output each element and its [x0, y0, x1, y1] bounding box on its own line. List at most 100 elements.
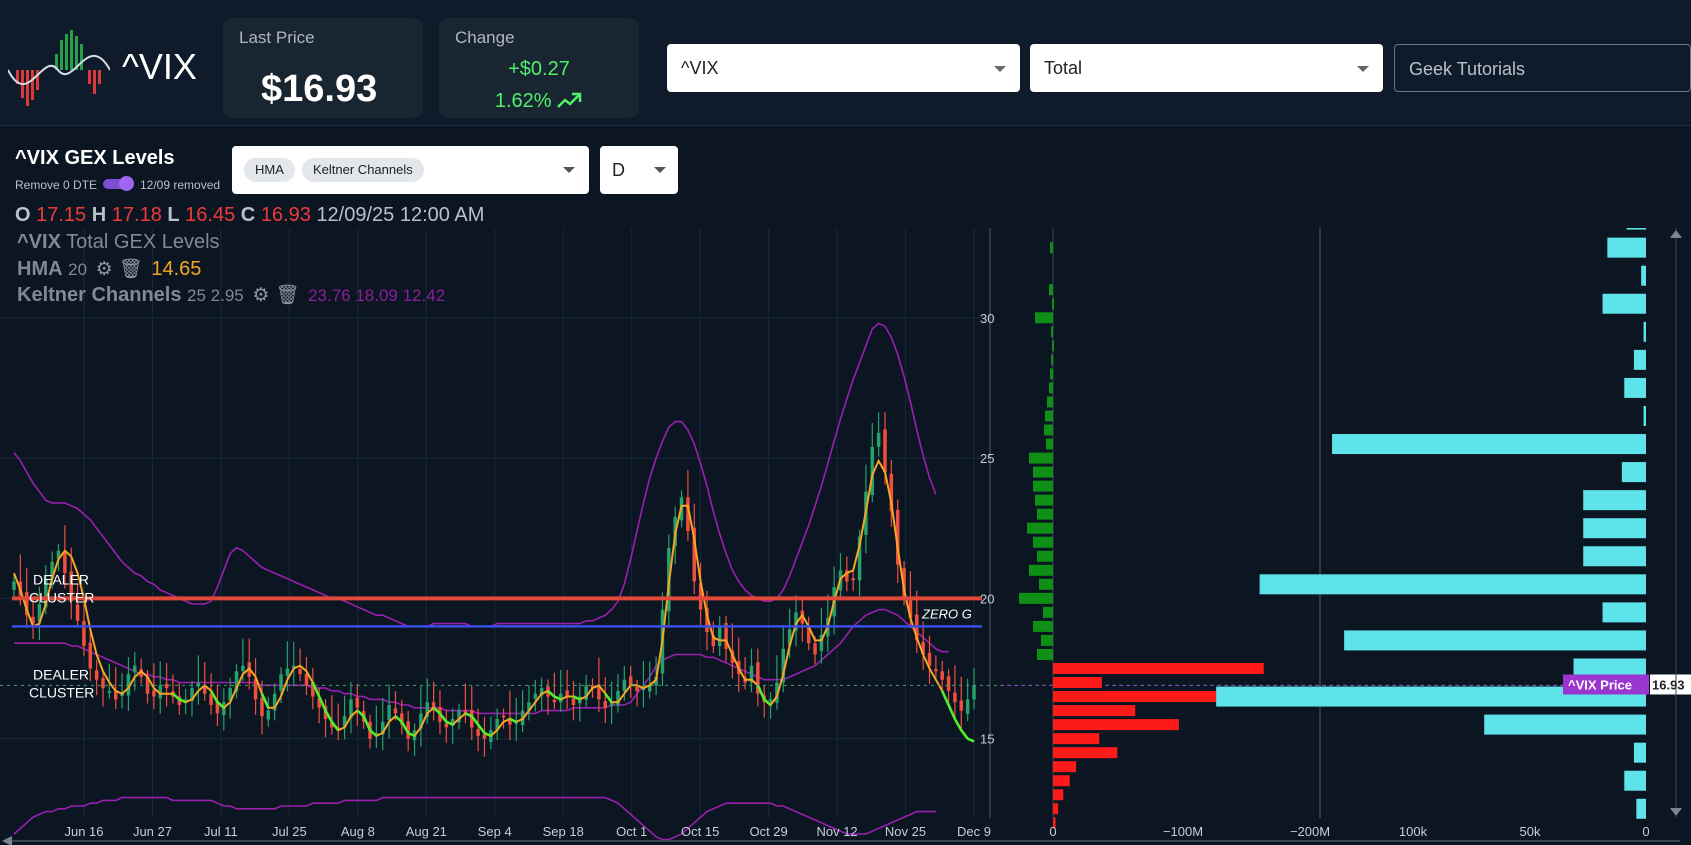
trash-icon[interactable]: 🗑	[275, 285, 300, 306]
tutorials-placeholder: Geek Tutorials	[1409, 59, 1526, 79]
candle-body	[113, 690, 118, 700]
legend-kc-values: 23.76 18.09 12.42	[308, 286, 446, 305]
candle-body	[597, 684, 601, 700]
hma-low-segment	[756, 684, 766, 700]
candle-body	[692, 527, 697, 582]
hma-low-segment	[445, 720, 454, 726]
candle-body	[476, 729, 480, 736]
candle-body	[349, 699, 353, 718]
oi-bar	[1583, 518, 1646, 539]
candle-body	[609, 702, 614, 707]
hma-low-segment	[960, 729, 969, 740]
gex-bar	[1053, 662, 1264, 674]
gex-bar	[1029, 452, 1053, 464]
x-tick-label: Jul 11	[204, 824, 238, 839]
gear-icon[interactable]: ⚙	[252, 285, 270, 306]
indicator-select[interactable]: HMA Keltner Channels	[232, 146, 589, 194]
hma-low-segment	[604, 692, 613, 703]
candle-body	[152, 690, 156, 697]
gex-bar	[1052, 298, 1054, 310]
oi-bar	[1624, 377, 1646, 398]
oi-x-tick-label: 50k	[1520, 824, 1541, 839]
candle-body	[228, 688, 232, 701]
hma-low-segment	[763, 698, 772, 706]
y-tick-label: 30	[980, 311, 994, 326]
chevron-down-icon	[654, 167, 666, 173]
gex-bar	[1053, 747, 1118, 759]
y-tick-label: 25	[980, 451, 994, 466]
candle-body	[120, 693, 124, 696]
gex-bar	[1052, 340, 1054, 352]
candle-body	[291, 665, 296, 668]
legend-kc-label: Keltner Channels	[17, 284, 182, 306]
remove-dte-toggle[interactable]	[103, 176, 134, 191]
tutorials-input[interactable]: Geek Tutorials	[1394, 44, 1691, 92]
hma-low-segment	[483, 731, 492, 738]
gex-bar	[1035, 494, 1053, 506]
last-price-value: $16.93	[261, 68, 378, 110]
chevron-down-icon	[1357, 66, 1369, 72]
gex-bar	[1033, 480, 1053, 492]
legend-hma-label: HMA	[17, 258, 63, 280]
candle-body	[787, 629, 792, 646]
candle-body	[209, 693, 213, 705]
gex-bar	[1027, 522, 1053, 534]
candle-body	[133, 665, 137, 673]
gex-bar	[1053, 789, 1064, 801]
candle-body	[463, 710, 468, 714]
candle-body	[37, 603, 42, 622]
candle-body	[50, 561, 54, 579]
candle-body	[711, 635, 716, 647]
oi-bar	[1259, 574, 1646, 595]
view-select[interactable]: Total	[1030, 44, 1383, 92]
candle-body	[387, 704, 391, 721]
candle-body	[279, 674, 283, 691]
legend-hma-value: 14.65	[151, 258, 202, 280]
indicator-chip-hma[interactable]: HMA	[244, 158, 295, 182]
oi-bar	[1344, 630, 1646, 651]
gear-icon[interactable]: ⚙	[95, 259, 113, 280]
candle-body	[845, 570, 849, 582]
timeframe-select[interactable]: D	[600, 146, 678, 194]
candle-body	[781, 648, 786, 683]
indicator-chip-keltner[interactable]: Keltner Channels	[302, 158, 424, 182]
scroll-down-arrow-icon[interactable]	[1670, 808, 1682, 816]
x-tick-label: Aug 21	[406, 824, 447, 839]
gex-chart[interactable]: DEALER CLUSTER DEALER CLUSTER ZERO G 15 20 25 30…	[0, 228, 1691, 845]
candle-body	[705, 607, 709, 633]
hma-low-segment	[362, 715, 372, 731]
candle-body	[215, 701, 220, 714]
hma-low-segment	[407, 731, 416, 738]
ohlc-datetime: 12/09/25 12:00 AM	[316, 204, 485, 226]
oi-bar	[1583, 490, 1646, 511]
timeframe-value: D	[612, 160, 625, 180]
hma-low-segment	[369, 729, 378, 737]
candle-body	[234, 671, 239, 692]
scroll-up-arrow-icon[interactable]	[1670, 230, 1682, 238]
candle-body	[342, 716, 347, 727]
candle-body	[959, 700, 964, 711]
keltner-middle-line	[14, 608, 949, 715]
gex-bar	[1050, 368, 1053, 380]
legend-series-title: ^VIX	[17, 231, 61, 253]
trash-icon[interactable]: 🗑	[118, 259, 143, 280]
candle-body	[501, 715, 506, 718]
symbol-select-value: ^VIX	[681, 58, 719, 78]
chevron-down-icon	[994, 66, 1006, 72]
x-tick-label: Dec 9	[957, 824, 991, 839]
candle-body	[431, 702, 436, 711]
x-tick-label: Jul 25	[272, 824, 307, 839]
candle-body	[895, 509, 900, 565]
candle-body	[628, 676, 633, 686]
candle-body	[724, 623, 728, 649]
chevron-down-icon	[563, 167, 575, 173]
change-percent-row: 1.62%	[439, 90, 639, 113]
candle-body	[393, 708, 398, 714]
symbol-select[interactable]: ^VIX	[667, 44, 1020, 92]
hma-low-segment	[178, 698, 187, 704]
change-percent: 1.62%	[494, 90, 552, 112]
gex-bar	[1053, 691, 1298, 703]
scroll-left-arrow-icon[interactable]	[2, 836, 12, 845]
hma-low-segment	[216, 701, 225, 709]
oi-bar	[1641, 265, 1646, 286]
